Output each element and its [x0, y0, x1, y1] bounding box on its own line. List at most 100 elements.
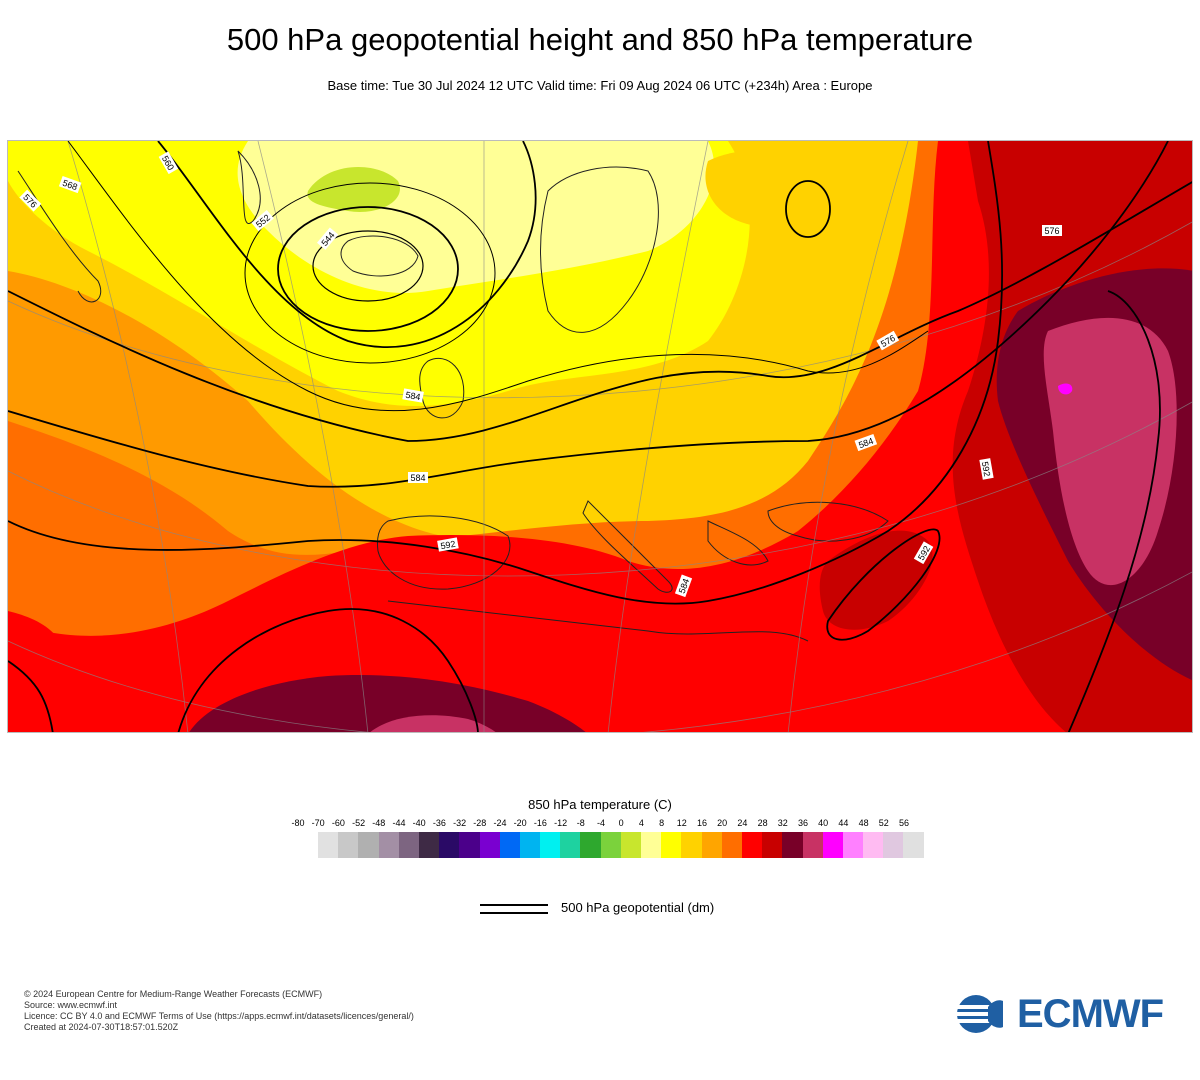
legend-swatch: [479, 832, 500, 858]
coast-britain: [419, 357, 465, 419]
contour-576: [8, 181, 1192, 442]
legend-swatch: [641, 832, 662, 858]
legend-swatch: [560, 832, 581, 858]
grid-line: [8, 401, 1192, 577]
credit-source: Source: www.ecmwf.int: [24, 1000, 118, 1010]
field-sahara: [189, 675, 586, 732]
legend-tick: 16: [696, 818, 708, 828]
legend-tick: -44: [392, 818, 406, 828]
legend-tick: 32: [777, 818, 788, 828]
contour-africa: [177, 608, 479, 732]
legend-tick: -8: [576, 818, 585, 828]
legend-swatch: [661, 832, 682, 858]
grid-line: [67, 141, 189, 732]
coast-north-america: [17, 170, 102, 303]
legend-tick: -24: [493, 818, 507, 828]
coast-scandinavia: [540, 166, 659, 333]
line-sample: [480, 904, 548, 906]
credits: © 2024 European Centre for Medium-Range …: [24, 989, 414, 1033]
legend-tick: -16: [533, 818, 547, 828]
legend-title: 850 hPa temperature (C): [528, 797, 672, 812]
legend-swatch: [701, 832, 722, 858]
legend-swatch: [903, 832, 924, 858]
coast-italy: [582, 500, 673, 593]
coast-greece: [707, 520, 769, 566]
legend-swatch: [398, 832, 419, 858]
geopotential-key-label: 500 hPa geopotential (dm): [561, 900, 715, 915]
field-36-40: [1058, 383, 1073, 395]
legend-tick: -12: [554, 818, 568, 828]
contour-544: [312, 230, 424, 302]
legend-swatch: [863, 832, 884, 858]
field-sahara-core: [370, 715, 496, 732]
contour-label: 584: [408, 472, 428, 483]
legend-tick: 12: [676, 818, 687, 828]
grid-line: [787, 141, 909, 732]
legend-swatch: [338, 832, 359, 858]
temperature-fields: [8, 141, 1192, 732]
legend-tick: -80: [291, 818, 305, 828]
svg-text:584: 584: [410, 473, 425, 483]
contour-label: 568: [58, 175, 82, 194]
contour-label: 592: [437, 537, 459, 552]
legend-tick: 4: [638, 818, 644, 828]
legend-swatch: [600, 832, 621, 858]
legend-tick: 8: [659, 818, 665, 828]
credit-created: Created at 2024-07-30T18:57:01.520Z: [24, 1022, 179, 1032]
legend-tick: -20: [513, 818, 527, 828]
map-canvas: 5685605765845525445765845925845845765925…: [8, 141, 1192, 732]
svg-text:576: 576: [1044, 226, 1059, 236]
legend-swatch: [318, 832, 339, 858]
ecmwf-logo-text: ECMWF: [1017, 992, 1164, 1036]
legend-tick: -40: [412, 818, 426, 828]
contour-label: 584: [854, 433, 878, 452]
legend-swatch: [842, 832, 864, 858]
grid-line: [257, 141, 369, 732]
legend-swatch: [782, 832, 803, 858]
chart-subtitle: Base time: Tue 30 Jul 2024 12 UTC Valid …: [327, 78, 873, 93]
legend-swatch: [762, 832, 783, 858]
coast-iberia: [377, 515, 511, 590]
field-32-36: [1043, 317, 1177, 586]
svg-text:584: 584: [857, 436, 875, 451]
contour-black-sea: [826, 528, 941, 641]
legend-tick: -52: [352, 818, 366, 828]
legend-swatch: [358, 832, 379, 858]
grid-line: [8, 221, 1192, 399]
svg-text:568: 568: [61, 178, 79, 193]
legend-tick: -70: [311, 818, 325, 828]
legend-tick: 48: [858, 818, 869, 828]
legend-swatch: [721, 832, 742, 858]
coast-turkey: [767, 501, 889, 542]
field-minus4-0: [307, 167, 400, 212]
coast-north-africa: [387, 600, 809, 642]
contour-556: [244, 182, 496, 364]
legend-tick: -4: [596, 818, 606, 828]
legend-swatch: [418, 832, 440, 858]
legend-swatch: [883, 832, 904, 858]
contour-560: [157, 141, 537, 348]
grid-line: [607, 141, 709, 732]
contour-label: 584: [402, 388, 424, 403]
legend-tick: 20: [717, 818, 728, 828]
contour-552: [277, 206, 459, 332]
coast-greenland: [237, 150, 261, 224]
ecmwf-logo-icon: [957, 995, 1013, 1033]
legend-swatch: [519, 832, 541, 858]
contour-584: [8, 141, 1169, 488]
legend-tick: -60: [331, 818, 345, 828]
legend-tick: 28: [757, 818, 768, 828]
legend-tick: 0: [618, 818, 624, 828]
contour-label: 576: [1042, 225, 1062, 236]
weather-map[interactable]: 568 560 576 584 552 544 576 584 592 584 584 576 592 5…: [7, 140, 1193, 733]
ecmwf-logo[interactable]: ECMWF: [955, 992, 1185, 1036]
legend-tick: 24: [737, 818, 748, 828]
field-scandinavia: [705, 150, 831, 227]
line-sample: [480, 912, 548, 914]
legend-tick: 40: [818, 818, 829, 828]
svg-text:592: 592: [440, 539, 457, 551]
credit-licence: Licence: CC BY 4.0 and ECMWF Terms of Us…: [24, 1011, 414, 1021]
legend-swatch: [540, 832, 561, 858]
legend-swatch: [741, 832, 763, 858]
legend-tick: -32: [453, 818, 467, 828]
